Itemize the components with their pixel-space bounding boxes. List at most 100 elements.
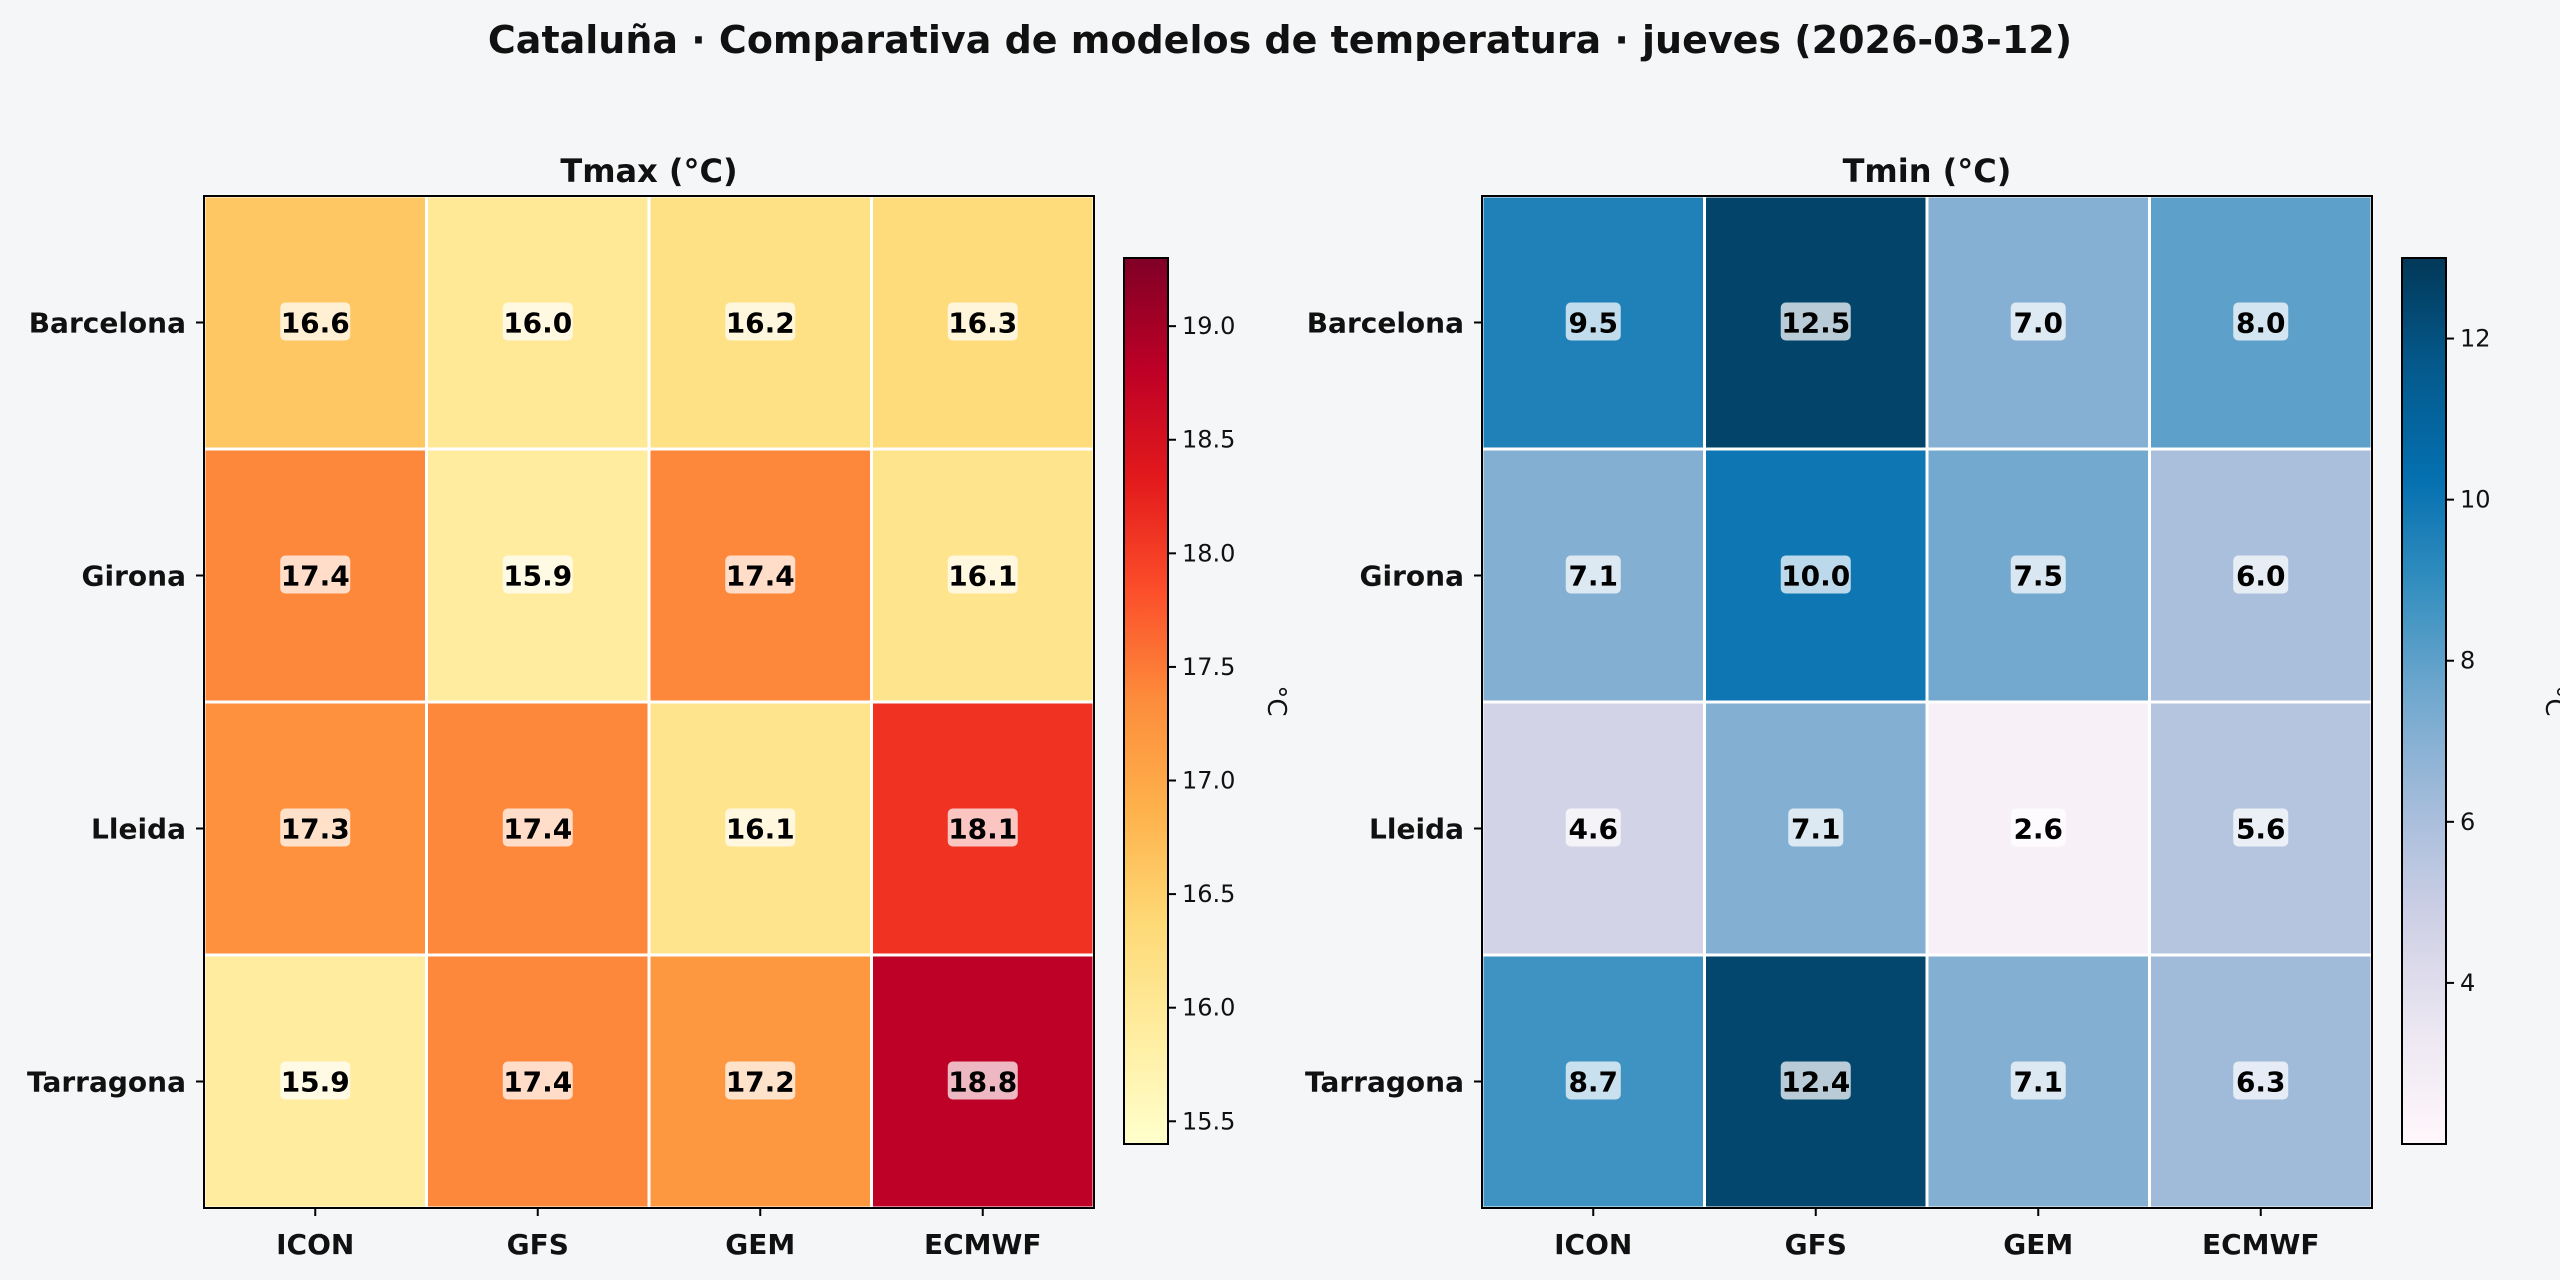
cell-value-label: 16.2 <box>726 307 795 340</box>
row-label: Lleida <box>91 813 186 846</box>
colorbar-tick-label: 16.5 <box>1182 880 1235 908</box>
cell-value-label: 8.7 <box>1568 1066 1618 1099</box>
column-label: ICON <box>1554 1228 1632 1261</box>
cell-label-box <box>725 302 796 341</box>
column-label: GEM <box>725 1228 795 1261</box>
colorbar-tick-label: 16.0 <box>1182 994 1235 1022</box>
cell-value-label: 17.3 <box>281 813 350 846</box>
row-label: Barcelona <box>1307 307 1464 340</box>
cell-value-label: 7.1 <box>2013 1066 2063 1099</box>
column-label: GFS <box>1785 1228 1847 1261</box>
cell-label-box <box>2010 302 2066 341</box>
cell-value-label: 15.9 <box>503 560 572 593</box>
cell-value-label: 18.8 <box>948 1066 1017 1099</box>
cell-label-box <box>1565 1061 1621 1100</box>
cell-value-label: 2.6 <box>2013 813 2063 846</box>
cell-value-label: 15.9 <box>281 1066 350 1099</box>
cell-label-box <box>725 808 796 847</box>
cell-label-box <box>947 302 1018 341</box>
heatmap-panel-1: Tmax (°C) 16.6 16.0 16.2 16.3 17.4 15.9 17.4 16.… <box>27 152 1291 1261</box>
cell-label-box <box>1780 555 1851 594</box>
colorbar-tick-label: 17.0 <box>1182 767 1235 795</box>
cell-value-label: 17.4 <box>726 560 795 593</box>
column-label: ICON <box>276 1228 354 1261</box>
cell-value-label: 10.0 <box>1781 560 1850 593</box>
heatmap-frame <box>203 195 1095 1209</box>
cell-label-box <box>502 555 573 594</box>
cell-value-label: 5.6 <box>2236 813 2286 846</box>
cell-label-box <box>725 1061 796 1100</box>
colorbar-tick-label: 12 <box>2460 325 2491 353</box>
figure-title: Cataluña · Comparativa de modelos de tem… <box>487 18 2073 62</box>
cell-value-label: 7.5 <box>2013 560 2063 593</box>
cell-label-box <box>2233 555 2289 594</box>
column-label: ECMWF <box>2202 1228 2320 1261</box>
colorbar-tick-label: 10 <box>2460 486 2491 514</box>
cell-label-box <box>280 555 351 594</box>
row-label: Barcelona <box>29 307 186 340</box>
colorbar-tick-label: 18.0 <box>1182 539 1235 567</box>
cell-value-label: 17.4 <box>503 1066 572 1099</box>
cell-value-label: 12.5 <box>1781 307 1850 340</box>
colorbar-label: °C <box>1261 685 1291 716</box>
cell-label-box <box>947 808 1018 847</box>
heatmap-frame <box>1481 195 2373 1209</box>
cell-label-box <box>1788 808 1844 847</box>
cell-value-label: 17.4 <box>281 560 350 593</box>
cell-value-label: 8.0 <box>2236 307 2286 340</box>
cell-label-box <box>1565 302 1621 341</box>
heatmap-title: Tmax (°C) <box>560 152 737 190</box>
colorbar <box>1123 257 1169 1145</box>
column-label: GEM <box>2003 1228 2073 1261</box>
cell-value-label: 17.4 <box>503 813 572 846</box>
cell-value-label: 6.3 <box>2236 1066 2286 1099</box>
colorbar-tick-label: 4 <box>2460 969 2475 997</box>
cell-label-box <box>1565 555 1621 594</box>
cell-label-box <box>2233 1061 2289 1100</box>
cell-value-label: 16.3 <box>948 307 1017 340</box>
cell-value-label: 18.1 <box>948 813 1017 846</box>
cell-value-label: 17.2 <box>726 1066 795 1099</box>
colorbar-tick-label: 17.5 <box>1182 653 1235 681</box>
cell-value-label: 7.1 <box>1791 813 1841 846</box>
cell-value-label: 4.6 <box>1568 813 1618 846</box>
cell-value-label: 16.6 <box>281 307 350 340</box>
cell-value-label: 9.5 <box>1568 307 1618 340</box>
cell-value-label: 16.1 <box>948 560 1017 593</box>
cell-value-label: 16.0 <box>503 307 572 340</box>
cell-value-label: 12.4 <box>1781 1066 1850 1099</box>
cell-label-box <box>502 1061 573 1100</box>
cell-label-box <box>947 1061 1018 1100</box>
heatmap-panel-2: Tmin (°C) 9.5 12.5 7.0 8.0 7.1 10.0 7.5 6.0 4.6 7.… <box>1305 152 2560 1261</box>
colorbar-tick-label: 6 <box>2460 808 2475 836</box>
colorbar-tick-label: 19.0 <box>1182 312 1235 340</box>
row-label: Tarragona <box>27 1066 186 1099</box>
colorbar-tick-label: 18.5 <box>1182 426 1235 454</box>
row-label: Lleida <box>1369 813 1464 846</box>
cell-value-label: 16.1 <box>726 813 795 846</box>
cell-label-box <box>502 808 573 847</box>
cell-label-box <box>947 555 1018 594</box>
cell-label-box <box>280 302 351 341</box>
colorbar-tick-label: 15.5 <box>1182 1107 1235 1135</box>
cell-label-box <box>1780 302 1851 341</box>
cell-value-label: 7.0 <box>2013 307 2063 340</box>
colorbar <box>2401 257 2447 1145</box>
colorbar-label: °C <box>2539 685 2560 716</box>
colorbar-tick-label: 8 <box>2460 647 2475 675</box>
row-label: Tarragona <box>1305 1066 1464 1099</box>
cell-label-box <box>502 302 573 341</box>
column-label: ECMWF <box>924 1228 1042 1261</box>
cell-label-box <box>2010 555 2066 594</box>
cell-label-box <box>1780 1061 1851 1100</box>
heatmap-title: Tmin (°C) <box>1843 152 2012 190</box>
column-label: GFS <box>507 1228 569 1261</box>
cell-label-box <box>2233 808 2289 847</box>
cell-label-box <box>2233 302 2289 341</box>
row-label: Girona <box>1360 560 1464 593</box>
cell-label-box <box>2010 1061 2066 1100</box>
cell-label-box <box>1565 808 1621 847</box>
cell-value-label: 7.1 <box>1568 560 1618 593</box>
cell-label-box <box>725 555 796 594</box>
